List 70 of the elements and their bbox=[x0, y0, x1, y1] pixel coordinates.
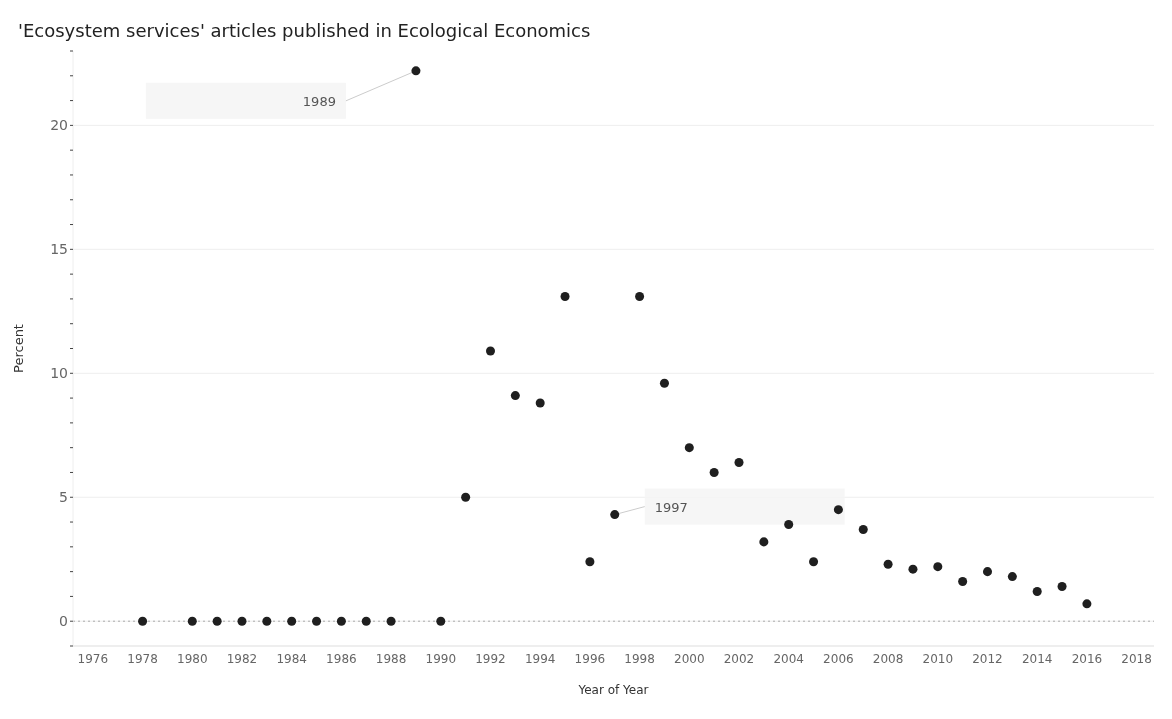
x-axis-title: Year of Year bbox=[577, 683, 649, 697]
x-tick-label: 2016 bbox=[1071, 651, 1103, 666]
point bbox=[833, 505, 843, 515]
point bbox=[684, 443, 694, 453]
x-tick-label: 1988 bbox=[375, 651, 407, 666]
point bbox=[1007, 572, 1017, 582]
point bbox=[585, 557, 595, 567]
point bbox=[312, 616, 322, 626]
point bbox=[138, 616, 148, 626]
x-tick-label: 1982 bbox=[226, 651, 258, 666]
x-tick-label: 1990 bbox=[425, 651, 457, 666]
point bbox=[982, 567, 993, 577]
x-tick-label: 1994 bbox=[524, 651, 556, 666]
x-tick-label: 2002 bbox=[723, 651, 755, 666]
point bbox=[933, 562, 943, 572]
point bbox=[1057, 581, 1067, 592]
x-tick-label: 1978 bbox=[127, 651, 158, 666]
point bbox=[659, 378, 669, 388]
annotation: 1997 bbox=[654, 499, 688, 515]
point bbox=[262, 616, 272, 626]
point bbox=[212, 616, 222, 626]
point bbox=[858, 524, 868, 534]
x-tick-label: 1992 bbox=[475, 651, 506, 666]
x-tick-label: 2010 bbox=[922, 651, 954, 666]
point bbox=[336, 616, 346, 626]
point bbox=[759, 537, 769, 547]
point bbox=[237, 616, 247, 626]
point bbox=[958, 577, 968, 587]
point bbox=[411, 66, 421, 76]
x-tick-label: 2006 bbox=[823, 651, 854, 666]
y-tick-label: 0 bbox=[59, 613, 68, 630]
annotation: 1989 bbox=[302, 93, 336, 109]
point bbox=[535, 398, 545, 408]
point bbox=[610, 510, 620, 520]
y-tick-label: 10 bbox=[50, 365, 68, 382]
point bbox=[560, 291, 570, 301]
point bbox=[510, 391, 520, 401]
point bbox=[436, 616, 446, 626]
point bbox=[485, 346, 495, 356]
x-tick-label: 1984 bbox=[276, 651, 307, 666]
point bbox=[1082, 599, 1092, 609]
point bbox=[187, 616, 197, 626]
y-tick-label: 15 bbox=[50, 241, 68, 258]
point bbox=[784, 520, 794, 530]
point bbox=[709, 467, 719, 477]
y-tick-label: 20 bbox=[50, 117, 68, 134]
x-tick-label: 1996 bbox=[574, 651, 606, 666]
chart-title: 'Ecosystem services' articles published in Ecological Economics bbox=[17, 19, 592, 41]
point bbox=[386, 616, 396, 626]
x-tick-label: 2004 bbox=[773, 651, 804, 666]
x-tick-label: 1976 bbox=[77, 651, 109, 666]
point bbox=[361, 616, 371, 626]
x-tick-label: 2000 bbox=[674, 651, 705, 666]
x-tick-label: 1980 bbox=[177, 651, 208, 666]
point bbox=[635, 291, 645, 301]
x-tick-label: 2014 bbox=[1021, 651, 1053, 666]
point bbox=[908, 564, 918, 574]
x-tick-label: 1998 bbox=[624, 651, 655, 666]
y-tick-label: 5 bbox=[59, 489, 68, 506]
y-axis-title: Percent bbox=[10, 324, 26, 373]
x-tick-label: 2008 bbox=[872, 651, 904, 666]
point bbox=[1032, 586, 1042, 596]
point bbox=[287, 616, 297, 626]
x-tick-label: 1986 bbox=[326, 651, 357, 666]
point bbox=[883, 559, 893, 569]
x-tick-label: 2012 bbox=[972, 651, 1003, 666]
point bbox=[734, 458, 744, 468]
x-tick-label: 2018 bbox=[1121, 651, 1152, 666]
point bbox=[809, 557, 819, 567]
point bbox=[461, 492, 471, 502]
